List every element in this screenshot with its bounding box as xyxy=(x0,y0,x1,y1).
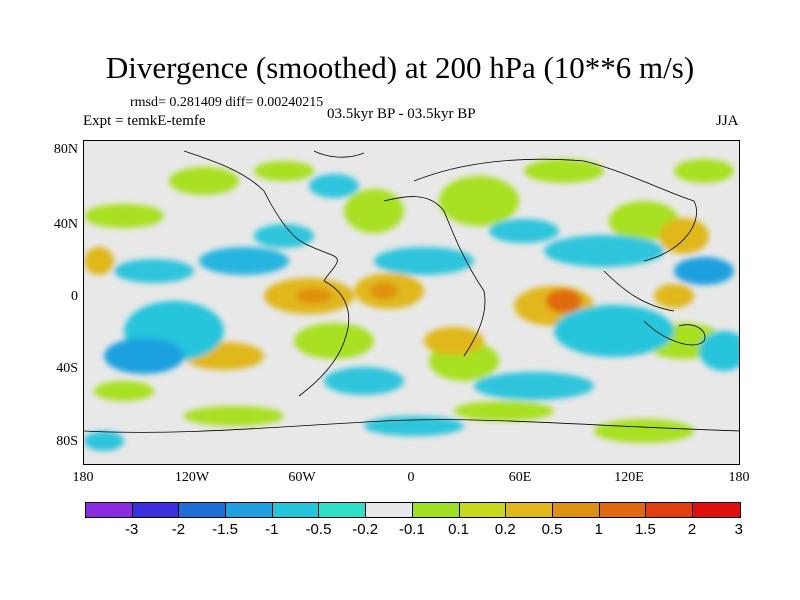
colorbar-label: 1.5 xyxy=(634,521,656,538)
colorbar-swatch xyxy=(226,503,273,517)
colorbar-swatch xyxy=(179,503,227,517)
x-label-180e: 180 xyxy=(728,470,750,485)
divergence-field xyxy=(84,159,739,451)
colorbar-swatch xyxy=(412,503,460,517)
colorbar-label: 3 xyxy=(734,521,743,538)
colorbar-label: -2 xyxy=(171,521,186,538)
x-label-120w: 120W xyxy=(174,470,210,485)
colorbar-label: -3 xyxy=(125,521,139,538)
y-label-80n: 80N xyxy=(53,142,78,157)
y-label-40s: 40S xyxy=(56,361,78,376)
colorbar-label: 0.2 xyxy=(494,521,516,538)
colorbar-swatch xyxy=(132,503,180,517)
period-label: 03.5kyr BP - 03.5kyr BP xyxy=(327,106,476,122)
divergence-map xyxy=(83,140,740,465)
colorbar-label: 0.1 xyxy=(448,521,470,538)
colorbar-label: -0.2 xyxy=(352,521,379,538)
colorbar-swatch xyxy=(599,503,647,517)
x-label-120e: 120E xyxy=(614,470,644,485)
stats-line: rmsd= 0.281409 diff= 0.00240215 xyxy=(130,95,324,110)
colorbar-swatch xyxy=(366,503,413,517)
colorbar xyxy=(85,502,741,518)
colorbar-swatch xyxy=(646,503,693,517)
coastlines xyxy=(84,150,739,433)
colorbar-swatch xyxy=(692,503,740,517)
y-label-80s: 80S xyxy=(56,434,78,449)
colorbar-swatch xyxy=(459,503,507,517)
map-canvas xyxy=(84,141,739,464)
x-label-60w: 60W xyxy=(288,470,316,485)
plot-title: Divergence (smoothed) at 200 hPa (10**6 … xyxy=(105,50,695,85)
colorbar-swatch xyxy=(272,503,320,517)
y-label-40n: 40N xyxy=(53,217,78,232)
y-label-0: 0 xyxy=(71,289,78,304)
colorbar-label: 2 xyxy=(687,521,697,538)
colorbar-label: -0.1 xyxy=(398,521,425,538)
season-label: JJA xyxy=(716,113,739,129)
colorbar-label: -1.5 xyxy=(212,521,239,538)
x-label-60e: 60E xyxy=(508,470,532,485)
x-label-180w: 180 xyxy=(72,470,94,485)
colorbar-label: -1 xyxy=(265,521,279,538)
colorbar-label: -0.5 xyxy=(305,521,332,538)
colorbar-label: 1 xyxy=(594,521,603,538)
colorbar-swatch xyxy=(319,503,367,517)
colorbar-swatch xyxy=(552,503,600,517)
colorbar-label: 0.5 xyxy=(541,521,563,538)
experiment-label: Expt = temkE-temfe xyxy=(83,113,206,129)
x-label-0: 0 xyxy=(407,470,415,485)
colorbar-swatch xyxy=(506,503,553,517)
colorbar-swatch xyxy=(86,503,133,517)
